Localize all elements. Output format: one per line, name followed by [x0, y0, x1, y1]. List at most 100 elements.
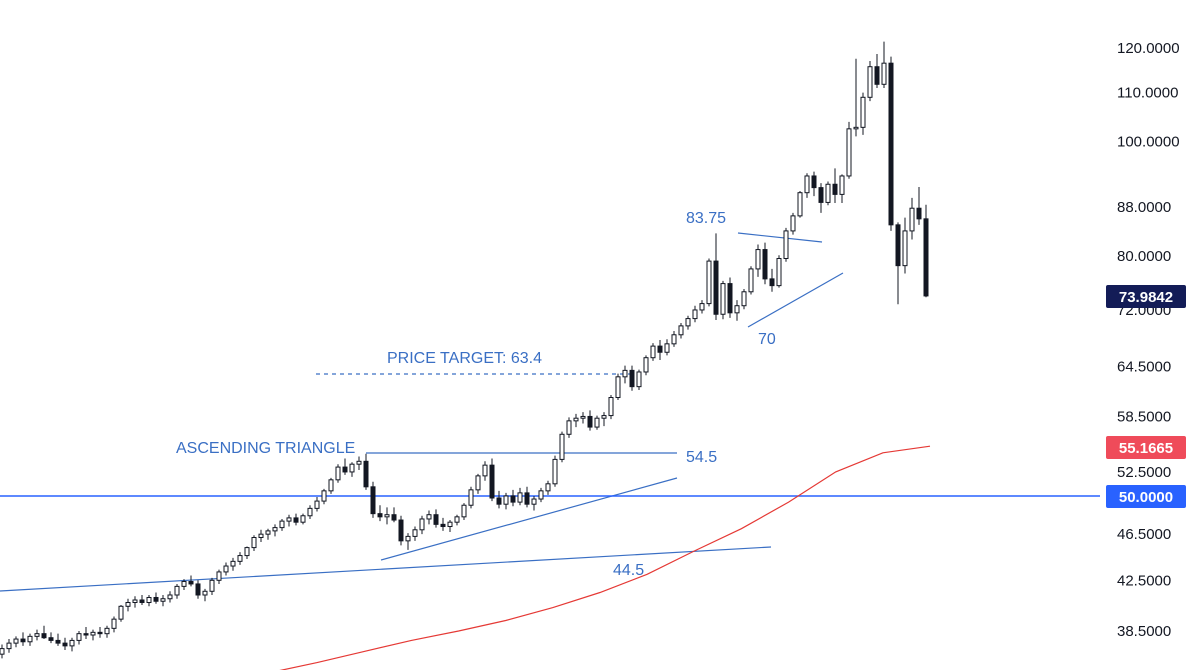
candle-down [62, 642, 68, 647]
candle-up [0, 648, 5, 655]
candle-up [447, 521, 453, 528]
candle-down [923, 218, 929, 297]
candle-down [97, 631, 103, 635]
triangle-support-trendline [380, 477, 678, 561]
candle-up [111, 618, 117, 629]
candle-down [48, 637, 54, 641]
candle-up [321, 490, 327, 502]
candle-up [692, 309, 698, 320]
ma-price-badge-text: 55.1665 [1119, 440, 1173, 457]
candle-up [279, 520, 285, 529]
candle-down [391, 514, 397, 521]
candle-down [629, 369, 635, 388]
candle-up [580, 415, 586, 419]
annotation-labels: ASCENDING TRIANGLE PRICE TARGET: 63.4 54… [176, 210, 776, 579]
long-term-trendline [0, 546, 772, 592]
candle-down [832, 183, 838, 195]
candle-up [230, 560, 236, 567]
moving-average-line [279, 445, 931, 670]
price-tick-label: 110.0000 [1117, 85, 1178, 102]
price-badges: 73.9842 55.1665 50.0000 [1106, 285, 1186, 508]
candle-up [209, 579, 215, 592]
candle-down [433, 514, 439, 525]
price-tick-label: 42.5000 [1117, 572, 1171, 589]
candle-up [615, 376, 621, 399]
candle-down [874, 66, 880, 85]
price-tick-label: 88.0000 [1117, 199, 1171, 216]
price-tick-label: 38.5000 [1117, 623, 1171, 640]
candle-up [594, 417, 600, 428]
candle-down [818, 187, 824, 203]
price-tick-label: 52.5000 [1117, 464, 1171, 481]
candle-down [370, 486, 376, 515]
candle-down [398, 519, 404, 542]
candle-up [664, 343, 670, 353]
candle-up [566, 420, 572, 435]
candle-down [762, 249, 768, 280]
candle-up [6, 642, 12, 650]
candle-up [27, 635, 33, 643]
price-tick-label: 100.0000 [1117, 133, 1180, 150]
candle-up [328, 479, 334, 492]
candle-up [839, 175, 845, 195]
candle-up [797, 192, 803, 217]
candle-up [804, 175, 810, 194]
candle-up [454, 516, 460, 523]
candle-up [517, 492, 523, 503]
candle-down [727, 283, 733, 314]
candle-up [272, 527, 278, 532]
candle-down [713, 260, 719, 315]
candle-up [468, 489, 474, 506]
candle-up [461, 504, 467, 518]
candle-down [20, 638, 26, 643]
candle-down [769, 278, 775, 287]
candle-down [188, 581, 194, 585]
candle-down [55, 639, 61, 644]
candle-up [251, 537, 257, 549]
candle-down [293, 517, 299, 523]
candle-down [524, 492, 530, 505]
candle-up [237, 555, 243, 562]
candle-up [538, 490, 544, 500]
current-price-badge-text: 73.9842 [1119, 289, 1173, 306]
candle-up [853, 126, 859, 130]
candle-up [699, 303, 705, 311]
candle-down [83, 633, 89, 636]
candle-up [384, 514, 390, 518]
candle-up [307, 507, 313, 517]
candle-up [90, 631, 96, 636]
candle-down [139, 599, 145, 604]
candle-down [377, 513, 383, 518]
current-price-badge [1106, 285, 1186, 308]
candle-up [160, 598, 166, 602]
candle-up [741, 291, 747, 307]
price-axis: 120.0000110.0000100.000088.000080.000072… [1117, 40, 1180, 640]
candle-up [76, 633, 82, 641]
candle-up [412, 529, 418, 537]
candle-up [720, 283, 726, 315]
candle-up [482, 464, 488, 477]
candle-up [349, 463, 355, 473]
candle-up [300, 515, 306, 523]
trendlines [0, 232, 1100, 592]
candle-up [426, 514, 432, 520]
candle-up [286, 517, 292, 522]
trend-support-label: 44.5 [613, 562, 644, 579]
candle-up [34, 633, 40, 637]
candle-down [342, 466, 348, 473]
candle-up [265, 530, 271, 535]
candle-down [440, 523, 446, 528]
candle-up [748, 268, 754, 293]
candle-up [405, 535, 411, 542]
candle-down [811, 175, 817, 189]
candle-down [496, 497, 502, 505]
candle-up [174, 585, 180, 596]
candle-up [118, 605, 124, 620]
candle-up [678, 325, 684, 336]
candle-up [132, 599, 138, 604]
price-tick-label: 46.5000 [1117, 526, 1171, 543]
price-target-label: PRICE TARGET: 63.4 [387, 350, 542, 367]
candle-up [545, 483, 551, 492]
candle-up [650, 345, 656, 359]
pennant-low-label: 70 [758, 331, 776, 348]
